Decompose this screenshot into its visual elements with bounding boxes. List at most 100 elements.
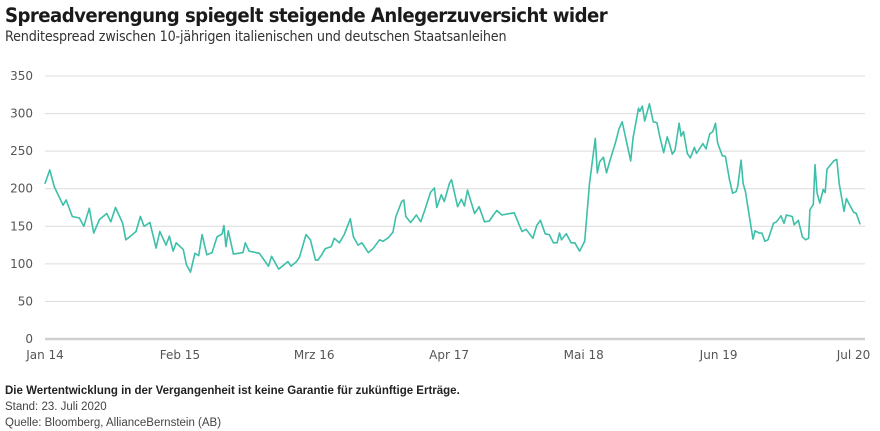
data-point: [584, 240, 586, 242]
chart-subtitle: Renditespread zwischen 10-jährigen itali…: [5, 29, 507, 45]
data-point: [859, 223, 861, 225]
x-tick-label: Mai 18: [564, 348, 604, 362]
data-point: [709, 133, 711, 135]
source-text: Quelle: Bloomberg, AllianceBernstein (AB…: [5, 417, 222, 429]
spread-line: [44, 103, 861, 273]
data-point: [558, 232, 561, 234]
data-point: [852, 211, 855, 213]
data-point: [225, 245, 227, 248]
data-point: [513, 212, 515, 214]
data-point: [409, 221, 412, 224]
data-point: [463, 205, 466, 207]
data-point: [525, 228, 527, 230]
data-point: [565, 233, 567, 235]
data-point: [721, 155, 723, 157]
data-point: [330, 245, 332, 248]
data-point: [621, 121, 623, 123]
data-point: [62, 204, 64, 206]
data-point: [448, 182, 451, 185]
data-point: [618, 128, 620, 130]
data-point: [556, 242, 558, 244]
data-point: [287, 261, 289, 263]
data-point: [175, 242, 177, 244]
data-point: [357, 244, 359, 246]
data-point: [270, 255, 273, 257]
data-point: [648, 103, 651, 105]
data-point: [290, 265, 292, 267]
data-point: [53, 185, 55, 188]
data-point: [98, 218, 101, 221]
data-point: [644, 120, 646, 122]
data-point: [492, 214, 494, 216]
data-point: [65, 199, 67, 201]
data-point: [656, 121, 658, 124]
data-point: [387, 236, 390, 239]
data-point: [298, 256, 301, 258]
data-point: [227, 230, 229, 232]
data-point: [819, 202, 821, 204]
data-point: [110, 221, 112, 223]
data-point: [378, 239, 381, 241]
data-point: [652, 121, 654, 123]
data-point: [122, 222, 124, 224]
y-tick-label: 350: [10, 69, 33, 83]
data-point: [548, 233, 550, 236]
data-point: [855, 212, 857, 215]
data-point: [641, 105, 643, 107]
data-point: [405, 215, 407, 218]
data-point: [159, 230, 161, 233]
data-point: [395, 215, 397, 218]
data-point: [836, 158, 838, 161]
data-point: [843, 210, 845, 212]
data-point: [574, 242, 576, 244]
data-point: [797, 219, 799, 221]
data-point: [305, 233, 307, 236]
data-point: [775, 221, 778, 223]
x-tick-label: Mrz 16: [294, 348, 335, 362]
data-point: [758, 232, 760, 234]
data-point: [822, 188, 824, 191]
data-point: [824, 191, 826, 194]
y-tick-label: 150: [10, 219, 33, 233]
data-point: [242, 251, 244, 254]
data-point: [826, 168, 828, 170]
y-tick-label: 50: [18, 294, 33, 308]
data-point: [608, 161, 611, 163]
data-point: [671, 153, 673, 155]
data-point: [599, 161, 601, 163]
data-point: [626, 143, 628, 145]
data-point: [248, 250, 250, 252]
y-axis-ticks: 0 50 100 150 200 250 300 350: [10, 69, 33, 346]
data-point: [338, 242, 340, 244]
data-point: [748, 212, 750, 215]
x-tick-label: Jun 19: [699, 348, 738, 362]
data-point: [637, 107, 640, 109]
data-point: [605, 172, 608, 174]
data-point: [785, 214, 788, 216]
data-point: [630, 160, 632, 162]
data-point: [295, 261, 298, 263]
data-point: [783, 222, 785, 224]
data-point: [317, 259, 319, 261]
data-point: [686, 152, 688, 154]
data-point: [674, 149, 676, 151]
data-point: [602, 156, 605, 158]
data-point: [689, 157, 691, 159]
chart-title: Spreadverengung spiegelt steigende Anleg…: [5, 4, 608, 27]
data-point: [678, 122, 680, 124]
data-point: [728, 179, 731, 181]
data-point: [532, 237, 534, 239]
data-point: [392, 231, 394, 233]
data-point: [343, 233, 345, 236]
data-point: [267, 265, 270, 267]
data-point: [488, 220, 490, 222]
data-point: [639, 110, 641, 112]
data-point: [742, 182, 744, 185]
data-point: [443, 200, 445, 203]
data-point: [536, 224, 538, 227]
data-point: [767, 239, 769, 241]
data-point: [693, 146, 696, 148]
data-point: [149, 221, 151, 224]
data-point: [88, 207, 90, 209]
data-point: [425, 206, 427, 208]
